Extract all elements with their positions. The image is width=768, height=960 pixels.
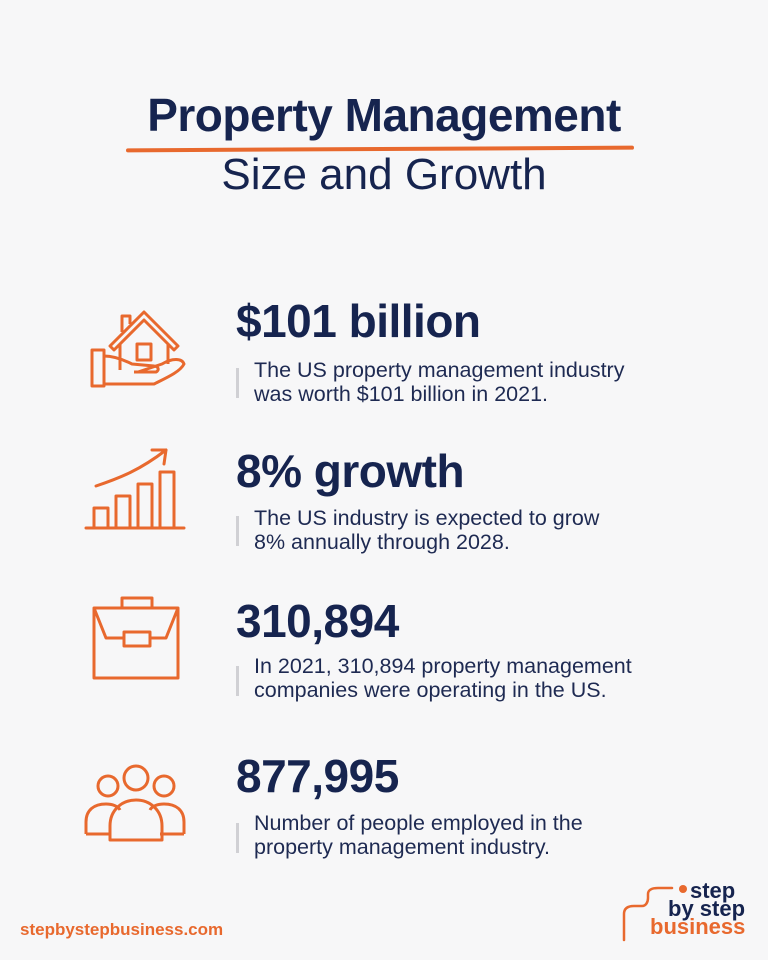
stat-companies: 310,894 In 2021, 310,894 property manage… [0,590,768,720]
stat-description: The US property management industry was … [254,358,625,406]
house-in-hand-icon [80,298,190,398]
stat-divider [236,666,239,696]
page-title: Property Management [147,89,621,141]
stat-growth: 8% growth The US industry is expected to… [0,440,768,570]
brand-logo: step by step business [610,878,760,942]
stat-description: The US industry is expected to grow 8% a… [254,506,600,554]
stat-value: 877,995 [236,750,399,802]
stat-value: 310,894 [236,595,399,647]
stat-description: Number of people employed in the propert… [254,811,583,859]
people-group-icon [80,757,190,857]
logo-text-by-step: by step [668,896,746,921]
briefcase-icon [80,590,190,690]
stat-divider [236,368,239,398]
bar-chart-growth-icon [80,440,190,540]
stat-description: In 2021, 310,894 property management com… [254,654,632,702]
stat-value: $101 billion [236,295,481,347]
website-link[interactable]: stepbystepbusiness.com [20,920,224,939]
stat-divider [236,516,239,546]
stat-value: 8% growth [236,445,465,497]
page-subtitle: Size and Growth [221,150,547,199]
stat-employees: 877,995 Number of people employed in the… [0,745,768,875]
logo-text-business: business [650,914,746,939]
stat-divider [236,823,239,853]
stat-industry-value: $101 billion The US property management … [0,290,768,420]
logo-text-step: step [690,878,736,903]
